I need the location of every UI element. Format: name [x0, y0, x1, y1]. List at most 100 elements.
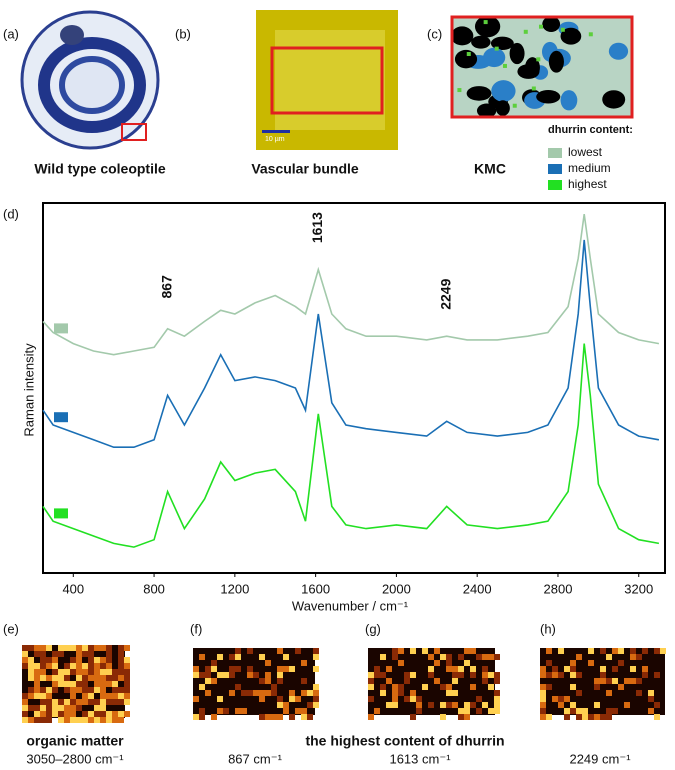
map-cell [118, 693, 124, 699]
kmc-image [450, 15, 632, 118]
map-cell [392, 690, 398, 696]
map-cell [94, 669, 100, 675]
map-cell [118, 675, 124, 681]
map-cell [368, 678, 374, 684]
map-cell [612, 666, 618, 672]
map-cell [64, 645, 70, 651]
map-cell [392, 648, 398, 654]
map-cell [112, 669, 118, 675]
map-cell [630, 648, 636, 654]
map-cell [94, 657, 100, 663]
map-cell [205, 678, 211, 684]
map-cell [606, 708, 612, 714]
map-cell [46, 711, 52, 717]
map-cell [618, 684, 624, 690]
map-cell [398, 660, 404, 666]
legend-label: medium [568, 161, 611, 175]
map-cell [58, 675, 64, 681]
map-cell [594, 714, 600, 720]
map-cell [259, 690, 265, 696]
map-cell [464, 702, 470, 708]
map-cell [642, 648, 648, 654]
map-cell [546, 714, 552, 720]
map-cell [482, 654, 488, 660]
map-cell [82, 699, 88, 705]
map-cell [22, 651, 28, 657]
map-cell [82, 651, 88, 657]
map-cell [446, 654, 452, 660]
map-cell [558, 696, 564, 702]
map-cell [434, 660, 440, 666]
map-cell [618, 660, 624, 666]
map-cell [636, 678, 642, 684]
panel-label: (c) [427, 26, 442, 41]
map-cell [34, 675, 40, 681]
map-cell [64, 681, 70, 687]
y-axis-label: Raman intensity [21, 343, 36, 437]
map-cell [241, 708, 247, 714]
map-cell [576, 708, 582, 714]
map-cell [217, 696, 223, 702]
map-cell [64, 663, 70, 669]
map-cell [100, 699, 106, 705]
map-cell [64, 711, 70, 717]
map-cell [88, 699, 94, 705]
map-cell [46, 645, 52, 651]
map-cell [612, 708, 618, 714]
map-cell [277, 678, 283, 684]
map-cell [410, 672, 416, 678]
map-cell [307, 702, 313, 708]
map-cell [470, 684, 476, 690]
map-cell [40, 675, 46, 681]
vascular-bundle-image [256, 10, 398, 150]
panel-label: (a) [3, 26, 19, 41]
map-cell [106, 675, 112, 681]
trace-swatch [54, 412, 68, 423]
map-cell [295, 708, 301, 714]
map-cell [494, 702, 500, 708]
map-cell [552, 666, 558, 672]
map-cell [416, 702, 422, 708]
map-cell [118, 651, 124, 657]
map-cell [289, 690, 295, 696]
map-cell [368, 672, 374, 678]
map-cell [88, 669, 94, 675]
map-cell [630, 666, 636, 672]
x-axis-label: Wavenumber / cm⁻¹ [292, 598, 409, 613]
map-cell [398, 648, 404, 654]
map-cell [488, 684, 494, 690]
map-cell [368, 714, 374, 720]
map-cell [564, 714, 570, 720]
map-cell [464, 648, 470, 654]
map-cell [458, 708, 464, 714]
map-cell [106, 693, 112, 699]
map-cell [211, 678, 217, 684]
map-cell [235, 708, 241, 714]
map-cell [22, 663, 28, 669]
legend-label: highest [568, 177, 607, 191]
map-cell [28, 663, 34, 669]
map-cell [540, 684, 546, 690]
map-cell [295, 696, 301, 702]
kmc-blob [608, 42, 629, 60]
map-cell [558, 648, 564, 654]
map-cell [600, 666, 606, 672]
map-cell [46, 699, 52, 705]
map-cell [600, 714, 606, 720]
map-cell [552, 672, 558, 678]
map-cell [70, 663, 76, 669]
x-tick-label: 2400 [463, 581, 492, 596]
map-cell [106, 657, 112, 663]
map-cell [392, 654, 398, 660]
map-cell [289, 696, 295, 702]
kmc-blob [483, 47, 506, 68]
map-cell [313, 654, 319, 660]
map-cell [271, 684, 277, 690]
kmc-blob [560, 90, 578, 111]
map-cell [193, 666, 199, 672]
map-cell [94, 645, 100, 651]
map-cell [28, 693, 34, 699]
kmc-patch [531, 86, 536, 91]
map-cell [40, 687, 46, 693]
